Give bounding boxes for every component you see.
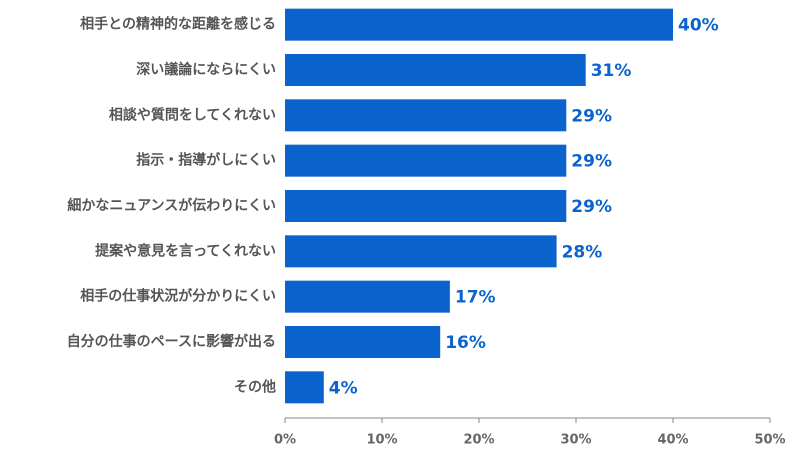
- value-label: 4%: [329, 378, 358, 398]
- category-label: その他: [234, 378, 276, 395]
- value-label: 28%: [562, 242, 603, 262]
- value-label: 29%: [571, 106, 612, 126]
- bar: [285, 235, 557, 268]
- bar: [285, 190, 567, 222]
- x-tick-label: 30%: [560, 433, 591, 448]
- value-label: 16%: [445, 333, 486, 353]
- value-label: 40%: [678, 16, 719, 36]
- bar: [285, 280, 450, 313]
- bar: [285, 144, 567, 177]
- category-label: 提案や意見を言ってくれない: [95, 242, 276, 259]
- category-label: 相手との精神的な距離を感じる: [80, 16, 276, 33]
- x-tick-label: 40%: [657, 433, 688, 448]
- category-label: 相談や質問をしてくれない: [109, 106, 276, 123]
- bar: [285, 8, 673, 41]
- x-tick-label: 10%: [366, 433, 397, 448]
- bar: [285, 99, 567, 132]
- bar: [285, 326, 441, 358]
- category-label: 自分の仕事のペースに影響が出る: [67, 333, 276, 350]
- x-tick-label: 20%: [463, 433, 494, 448]
- value-label: 29%: [571, 152, 612, 172]
- category-label: 相手の仕事状況が分かりにくい: [80, 288, 276, 305]
- category-label: 指示・指導がしにくい: [136, 152, 276, 169]
- bar: [285, 54, 586, 86]
- value-label: 29%: [571, 197, 612, 217]
- category-label: 細かなニュアンスが伝わりにくい: [67, 197, 276, 214]
- category-label: 深い議論にならにくい: [136, 61, 276, 78]
- bar: [285, 371, 324, 404]
- x-tick-label: 50%: [754, 433, 785, 448]
- value-label: 17%: [455, 288, 496, 308]
- value-label: 31%: [591, 61, 632, 81]
- x-tick-label: 0%: [274, 433, 296, 448]
